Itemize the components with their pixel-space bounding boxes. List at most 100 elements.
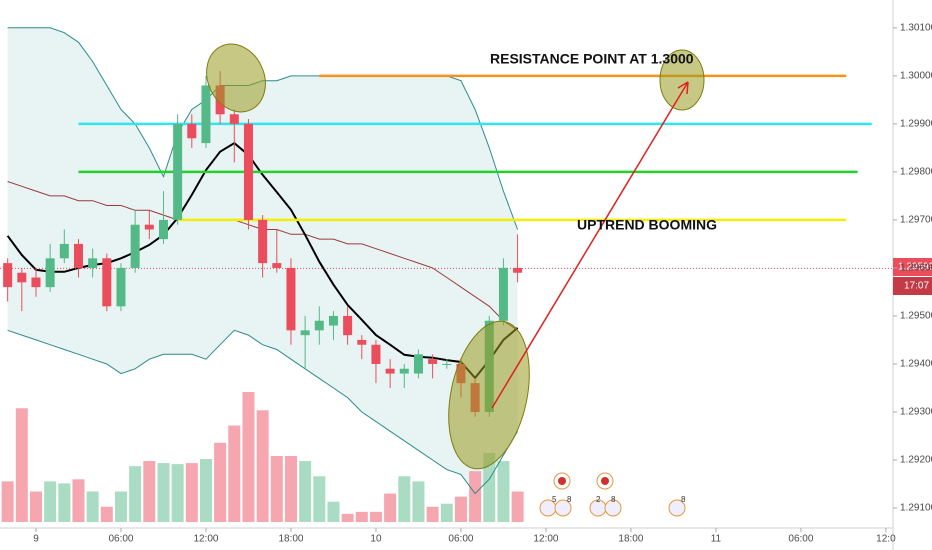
x-tick-label: 12:00 (533, 534, 558, 545)
volume-bar (114, 491, 127, 522)
y-tick-label: 1.29700 (900, 215, 932, 226)
y-tick-label: 1.30000 (900, 71, 932, 82)
volume-bar (29, 491, 42, 522)
volume-bar (284, 455, 297, 522)
candle-body (73, 243, 83, 268)
volume-bar (469, 471, 482, 522)
candle-body (173, 123, 183, 220)
x-tick-label: 06:00 (448, 534, 473, 545)
y-tick-label: 1.29300 (900, 407, 932, 418)
x-tick-label: 18:00 (618, 534, 643, 545)
event-count: 2 (596, 495, 601, 504)
volume-bar (58, 483, 71, 522)
volume-bar (242, 392, 255, 522)
y-tick-label: 1.29400 (900, 359, 932, 370)
price-label-box (893, 258, 932, 276)
volume-bar (313, 476, 326, 522)
candle-body (399, 368, 409, 374)
candle-body (328, 315, 338, 326)
line-bb-lower (7, 329, 519, 495)
candle-body (428, 359, 438, 364)
volume-bar (511, 491, 524, 522)
volume-bar (129, 466, 142, 522)
arrow-line (491, 81, 689, 409)
volume-bar (440, 503, 453, 522)
arrow-head (677, 81, 689, 95)
highlight-ellipse (206, 43, 266, 113)
event-icons: 5 8 2 8 8 (539, 472, 686, 517)
volume-bar (228, 425, 241, 522)
candle-body (187, 123, 197, 139)
volume-bar (86, 491, 99, 522)
candle-body (158, 219, 168, 240)
candle-body (130, 224, 140, 268)
candle-body (413, 354, 423, 374)
volume-bar (355, 511, 368, 522)
volume-bar (369, 511, 382, 522)
event-flag (558, 477, 566, 485)
candle-body (442, 363, 452, 365)
volume-bar (214, 442, 227, 522)
y-tick-label: 1.29800 (900, 167, 932, 178)
highlight-ellipse (448, 320, 530, 470)
volume-bar (15, 408, 28, 522)
x-tick-label: 11 (711, 534, 722, 545)
candle-body (343, 315, 353, 336)
volume-bar (483, 452, 496, 522)
volume-bar (72, 479, 85, 522)
volume-bar (327, 501, 340, 522)
x-tick-label: 10 (370, 534, 382, 545)
volume-bar (171, 464, 184, 522)
volume-bar (199, 459, 212, 522)
candle-body (45, 258, 55, 288)
event-count: 5 (552, 495, 557, 504)
x-tick-label: 9 (33, 534, 39, 545)
event-icon (604, 499, 622, 517)
volume-bar (398, 476, 411, 522)
candle-body (229, 114, 239, 124)
x-tick-label: 06:00 (108, 534, 133, 545)
candle-body (498, 267, 508, 321)
countdown-box (893, 277, 932, 295)
volume-bar (412, 481, 425, 522)
y-tick-label: 1.29200 (900, 455, 932, 466)
x-tick-label: 18:00 (278, 534, 303, 545)
candle-body (357, 339, 367, 345)
volume-bar (497, 461, 510, 522)
annotation: RESISTANCE POINT AT 1.3000 (490, 51, 694, 67)
volume-bar (185, 463, 198, 522)
candle-body (17, 272, 27, 283)
candle-body (258, 219, 268, 264)
candle-body (3, 263, 13, 288)
event-icon (554, 499, 572, 517)
volume-bar (426, 506, 439, 522)
candle-body (300, 330, 310, 336)
y-tick-label: 1.30100 (900, 22, 932, 33)
y-tick-label: 1.29100 (900, 503, 932, 514)
candle-body (59, 243, 69, 259)
x-tick-label: 12:0 (876, 534, 896, 545)
price-label: 1.29599 (898, 262, 932, 273)
candle-body (88, 258, 98, 268)
volume-bar (143, 461, 156, 522)
volume-bar (256, 410, 269, 522)
event-flag (601, 477, 609, 485)
event-count: 8 (611, 495, 616, 504)
event-icon (668, 499, 686, 517)
event-count: 8 (681, 495, 686, 504)
candle-body (144, 224, 154, 230)
event-count: 8 (567, 495, 572, 504)
candle-body (513, 267, 523, 273)
candle-body (102, 258, 112, 307)
highlight-ellipse (659, 49, 705, 111)
volume-bar (270, 455, 283, 522)
volume-bar (44, 481, 57, 522)
x-tick-label: 12:00 (193, 534, 218, 545)
candle-body (201, 85, 211, 144)
y-tick-label: 1.29600 (900, 263, 932, 274)
volume-bar (100, 506, 113, 522)
volume-bar (1, 481, 14, 522)
countdown: 17:07 (904, 281, 929, 292)
candle-body (314, 320, 324, 331)
